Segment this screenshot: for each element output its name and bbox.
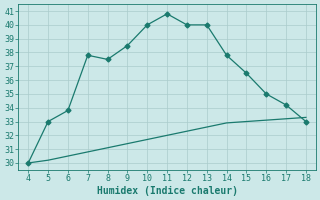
X-axis label: Humidex (Indice chaleur): Humidex (Indice chaleur) bbox=[97, 186, 237, 196]
